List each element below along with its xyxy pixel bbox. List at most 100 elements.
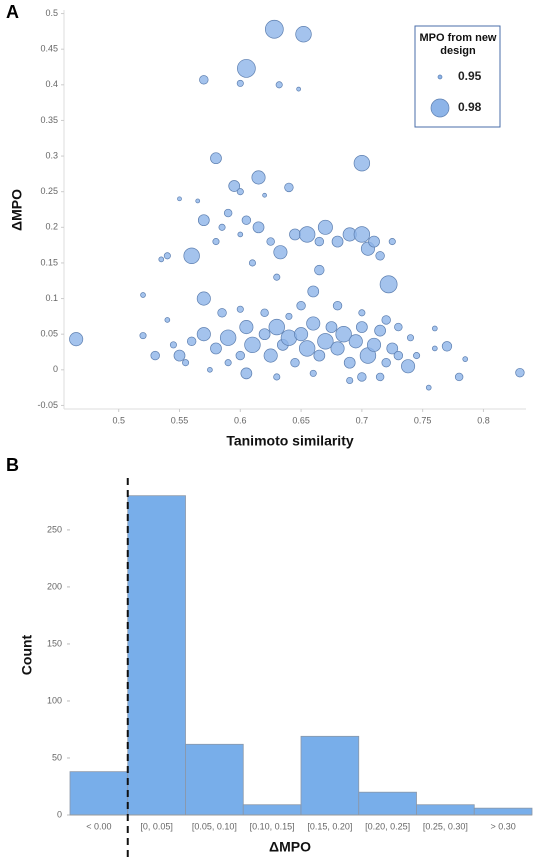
- point: [223, 208, 233, 218]
- point: [273, 273, 281, 281]
- x-tick-label: 0.8: [477, 415, 490, 425]
- bar: [300, 735, 360, 816]
- x-tick-label: [0, 0.05]: [140, 821, 173, 831]
- point: [358, 309, 366, 317]
- point: [335, 326, 352, 343]
- point: [290, 358, 300, 368]
- point: [169, 341, 177, 349]
- point: [441, 341, 453, 352]
- y-tick-label: 0: [53, 364, 58, 374]
- point: [306, 316, 321, 331]
- point: [173, 349, 186, 362]
- point: [289, 228, 301, 241]
- point: [367, 337, 382, 352]
- point: [210, 152, 222, 165]
- point: [158, 256, 165, 263]
- point: [236, 305, 244, 313]
- y-tick-label: 0.25: [40, 186, 58, 196]
- point: [317, 219, 333, 235]
- point: [266, 237, 275, 246]
- x-tick-label: 0.75: [414, 415, 432, 425]
- x-tick-label: [0.15, 0.20]: [307, 821, 352, 831]
- point: [353, 155, 371, 172]
- point: [454, 372, 464, 382]
- bar: [473, 807, 533, 816]
- y-tick-label: 50: [52, 752, 62, 762]
- point: [431, 345, 438, 352]
- x-tick-label: > 0.30: [490, 821, 515, 831]
- x-tick-label: [0.10, 0.15]: [250, 821, 295, 831]
- bar: [69, 771, 129, 816]
- point: [313, 349, 326, 362]
- point: [199, 75, 209, 85]
- x-tick-label: 0.55: [171, 415, 189, 425]
- point: [431, 325, 438, 332]
- point: [219, 329, 237, 346]
- x-tick-label: [0.05, 0.10]: [192, 821, 237, 831]
- point: [236, 79, 244, 87]
- point: [393, 350, 404, 361]
- point: [298, 226, 316, 243]
- point: [401, 359, 416, 374]
- y-tick-label: 0.05: [40, 329, 58, 339]
- legend-box: [414, 25, 501, 128]
- point: [224, 359, 232, 367]
- x-tick-label: 0.65: [292, 415, 310, 425]
- point: [210, 342, 222, 355]
- point: [263, 348, 278, 363]
- point: [260, 308, 269, 318]
- point: [262, 192, 267, 198]
- legend-marker: [430, 98, 450, 118]
- point: [375, 372, 385, 382]
- point: [295, 26, 312, 43]
- point: [332, 301, 343, 311]
- point: [217, 308, 227, 318]
- point: [353, 226, 371, 243]
- point: [317, 333, 334, 350]
- point: [177, 196, 182, 202]
- panel-label: B: [6, 455, 19, 475]
- point: [515, 367, 525, 378]
- point: [381, 358, 391, 368]
- point: [237, 231, 244, 238]
- y-tick-label: 150: [47, 638, 62, 648]
- point: [228, 180, 241, 192]
- point: [379, 275, 398, 294]
- point: [296, 301, 306, 311]
- point: [275, 81, 283, 89]
- point: [388, 238, 396, 246]
- x-axis-label: Tanimoto similarity: [226, 433, 354, 449]
- y-tick-label: 0: [57, 809, 62, 819]
- point: [284, 182, 294, 193]
- point: [239, 320, 254, 335]
- point: [163, 252, 171, 260]
- y-axis-label: ΔMPO: [9, 189, 25, 231]
- point: [368, 235, 380, 248]
- point: [140, 292, 146, 298]
- point: [462, 356, 469, 362]
- point: [258, 328, 271, 341]
- point: [307, 285, 320, 298]
- point: [374, 324, 386, 337]
- point: [164, 317, 171, 323]
- point: [150, 350, 160, 361]
- point: [375, 251, 385, 261]
- point: [182, 359, 190, 367]
- point: [196, 291, 211, 306]
- point: [394, 322, 403, 332]
- y-axis-label: Count: [19, 634, 35, 675]
- point: [331, 235, 344, 248]
- x-tick-label: 0.7: [356, 415, 369, 425]
- point: [356, 321, 368, 333]
- y-tick-label: 0.5: [45, 8, 58, 18]
- bar: [127, 495, 186, 816]
- bar: [416, 804, 475, 816]
- y-tick-label: 0.15: [40, 257, 58, 267]
- y-tick-label: 100: [47, 695, 62, 705]
- point: [386, 342, 399, 355]
- point: [252, 221, 265, 234]
- point: [381, 315, 391, 325]
- point: [268, 318, 285, 336]
- y-tick-label: 0.4: [45, 79, 58, 89]
- point: [235, 350, 245, 361]
